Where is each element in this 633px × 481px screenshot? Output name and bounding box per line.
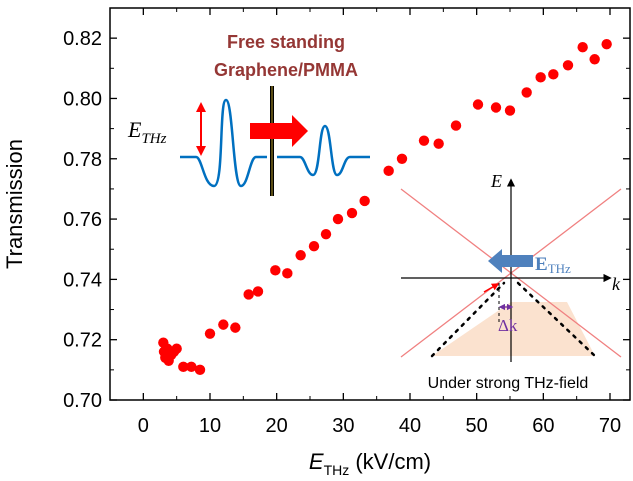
sample-label-line2: Graphene/PMMA bbox=[214, 60, 358, 80]
x-axis-title-subscript: THz bbox=[324, 462, 350, 478]
inset-shifted-band-right bbox=[516, 281, 597, 358]
data-point bbox=[418, 135, 430, 146]
data-point bbox=[218, 319, 229, 330]
y-tick-label: 0.78 bbox=[63, 149, 102, 171]
inset-energy-label: E bbox=[490, 171, 502, 191]
inset-carrier-shift-arrow bbox=[483, 283, 500, 293]
inset-field-arrow bbox=[488, 249, 533, 273]
data-point bbox=[171, 343, 182, 354]
data-point bbox=[359, 195, 370, 207]
x-tick-label: 40 bbox=[399, 415, 421, 437]
data-point bbox=[270, 265, 281, 276]
data-point bbox=[383, 165, 394, 177]
y-tick-label: 0.70 bbox=[63, 390, 102, 412]
inset-occupied-region bbox=[432, 302, 595, 356]
data-point bbox=[562, 60, 574, 71]
data-point bbox=[601, 38, 612, 50]
data-point bbox=[589, 54, 600, 65]
data-point bbox=[577, 42, 588, 53]
x-axis: 0 10 20 30 40 50 60 70 bbox=[138, 8, 621, 437]
data-point bbox=[504, 105, 516, 116]
data-point bbox=[396, 153, 408, 164]
data-point bbox=[295, 250, 306, 261]
y-axis-title: Transmission bbox=[2, 139, 27, 269]
data-point bbox=[332, 213, 344, 225]
data-point bbox=[252, 286, 264, 297]
data-point bbox=[186, 361, 197, 373]
data-point bbox=[178, 361, 189, 373]
x-tick-label: 50 bbox=[466, 415, 488, 437]
transmitted-pulse-wave bbox=[277, 124, 370, 177]
y-tick-label: 0.80 bbox=[63, 88, 102, 110]
dirac-cone-inset: Δk ETHz E k Under strong THz-field bbox=[400, 171, 622, 392]
inset-momentum-label: k bbox=[612, 274, 621, 294]
sample-label-line1: Free standing bbox=[227, 32, 345, 52]
inset-field-subscript: THz bbox=[548, 261, 571, 276]
data-points bbox=[158, 38, 612, 376]
x-axis-title-symbol: E bbox=[309, 449, 324, 474]
data-point bbox=[450, 120, 462, 131]
x-axis-title-unit: (kV/cm) bbox=[349, 449, 431, 474]
inset-caption: Under strong THz-field bbox=[428, 375, 589, 392]
x-tick-label: 30 bbox=[332, 415, 354, 437]
incident-pulse-wave bbox=[180, 98, 267, 188]
data-point bbox=[230, 322, 241, 333]
y-tick-label: 0.74 bbox=[63, 269, 102, 291]
x-tick-label: 60 bbox=[532, 415, 554, 437]
data-point bbox=[320, 228, 332, 240]
data-point bbox=[433, 138, 444, 149]
inset-field-symbol: E bbox=[535, 254, 548, 275]
x-tick-label: 70 bbox=[599, 415, 621, 437]
inset-delta-k-label: Δk bbox=[498, 316, 518, 335]
propagation-arrow bbox=[250, 115, 308, 147]
field-amplitude-label: ETHz bbox=[127, 117, 167, 147]
x-tick-label: 10 bbox=[199, 415, 221, 437]
data-point bbox=[535, 72, 546, 83]
x-tick-label: 0 bbox=[138, 415, 149, 437]
x-axis-title: ETHz (kV/cm) bbox=[309, 449, 431, 478]
plot-frame bbox=[109, 7, 631, 401]
data-point bbox=[521, 87, 532, 98]
inset-shifted-band-left bbox=[430, 281, 506, 358]
y-tick-label: 0.76 bbox=[63, 209, 102, 231]
data-point bbox=[243, 289, 254, 300]
data-point bbox=[548, 69, 559, 80]
x-tick-label: 20 bbox=[266, 415, 288, 437]
data-point bbox=[282, 268, 293, 279]
field-amplitude-subscript: THz bbox=[141, 131, 166, 147]
y-axis: 0.70 0.72 0.74 0.76 0.78 0.80 0.82 bbox=[63, 28, 630, 412]
y-tick-label: 0.82 bbox=[63, 28, 102, 50]
data-point bbox=[490, 102, 502, 113]
field-amplitude-symbol: E bbox=[127, 117, 142, 142]
data-point bbox=[194, 364, 206, 376]
data-point bbox=[308, 241, 320, 252]
inset-field-label: ETHz bbox=[535, 254, 571, 276]
data-point bbox=[472, 99, 484, 110]
data-point bbox=[204, 328, 216, 339]
data-point bbox=[346, 207, 358, 219]
y-tick-label: 0.72 bbox=[63, 330, 102, 352]
